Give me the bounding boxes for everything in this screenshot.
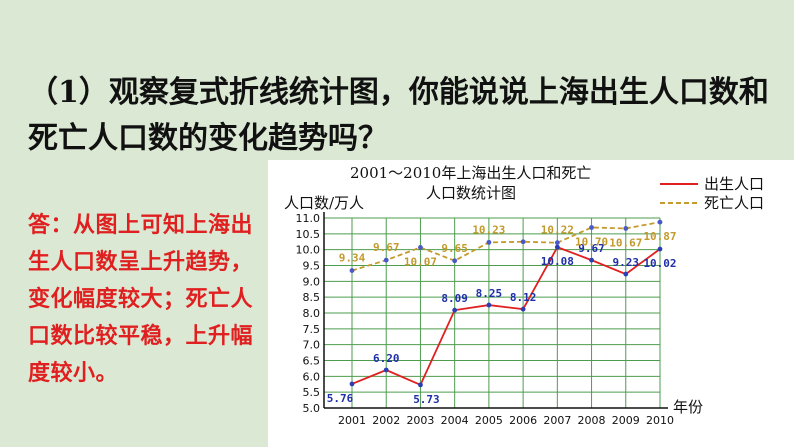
birth-data-label: 10.02 [643,257,676,270]
birth-data-label: 5.76 [327,392,354,405]
question-text: （1）观察复式折线统计图，你能说说上海出生人口数和死亡人口数的变化趋势吗？ [28,70,788,162]
chart-legend: 出生人口 死亡人口 [660,175,764,212]
x-tick-label: 2005 [475,414,503,427]
death-data-label: 10.67 [609,236,642,249]
chart-title-line-1: 2001～2010年上海出生人口和死亡 [350,164,591,182]
death-data-point [623,226,628,231]
death-data-label: 9.65 [441,242,468,255]
x-tick-label: 2010 [646,414,674,427]
death-data-point [521,239,526,244]
death-data-point [418,245,423,250]
legend-label-death: 死亡人口 [704,194,764,212]
y-tick-label: 7.0 [303,339,321,352]
x-tick-label: 2004 [441,414,469,427]
chart-title-line-2: 人口数统计图 [426,184,516,202]
y-tick-label: 7.5 [303,323,321,336]
death-data-point [452,258,457,263]
x-tick-label: 2009 [612,414,640,427]
y-tick-label: 10.5 [296,228,321,241]
y-tick-label: 5.5 [303,386,321,399]
death-data-label: 10.22 [541,224,574,237]
birth-data-point [350,382,355,387]
birth-data-label: 8.12 [510,291,536,304]
x-tick-label: 2008 [578,414,606,427]
birth-data-label: 9.23 [613,256,640,269]
death-data-point [658,220,663,225]
answer-text: 答：从图上可知上海出生人口数呈上升趋势，变化幅度较大；死亡人口数比较平稳，上升幅… [28,207,268,392]
y-tick-label: 9.5 [303,260,321,273]
birth-data-point [589,258,594,263]
death-data-point [384,258,389,263]
y-tick-label: 6.5 [303,355,321,368]
birth-data-point [658,247,663,252]
death-data-point [589,225,594,230]
x-tick-label: 2003 [406,414,434,427]
death-data-label: 9.34 [339,252,366,265]
birth-data-label: 6.20 [373,352,400,365]
death-data-point [555,240,560,245]
birth-data-point [452,308,457,313]
birth-data-point [384,368,389,373]
birth-data-label: 5.73 [413,393,440,406]
y-tick-label: 9.0 [303,275,321,288]
x-tick-label: 2001 [338,414,366,427]
y-tick-label: 11.0 [296,212,321,225]
x-axis-label: 年份 [673,398,703,416]
y-axis-label: 人口数/万人 [284,194,364,212]
y-tick-label: 5.0 [303,402,321,415]
y-tick-label: 8.5 [303,291,321,304]
birth-data-point [486,303,491,308]
x-tick-label: 2002 [372,414,400,427]
death-data-label: 10.07 [404,255,437,268]
chart-panel: 5.0 5.5 6.0 6.5 7.0 7.5 8.0 8.5 9.0 9.5 10.0 10.5 11… [268,160,794,447]
birth-data-point [418,382,423,387]
x-tick-label: 2007 [543,414,571,427]
birth-data-point [521,307,526,312]
birth-data-point [555,245,560,250]
y-tick-label: 6.0 [303,370,321,383]
death-data-point [486,240,491,245]
birth-data-point [623,272,628,277]
birth-data-label: 8.25 [476,287,503,300]
line-chart: 5.0 5.5 6.0 6.5 7.0 7.5 8.0 8.5 9.0 9.5 10.0 10.5 11… [268,160,794,447]
death-data-label: 10.23 [472,223,505,236]
death-data-label: 10.70 [575,236,608,249]
birth-data-label: 10.08 [541,255,574,268]
birth-data-label: 8.09 [441,292,468,305]
x-tick-label: 2006 [509,414,537,427]
death-data-point [350,268,355,273]
y-tick-label: 8.0 [303,307,321,320]
legend-label-birth: 出生人口 [704,175,764,193]
death-data-label: 10.87 [643,230,676,243]
y-tick-label: 10.0 [296,244,321,257]
death-data-label: 9.67 [373,241,400,254]
